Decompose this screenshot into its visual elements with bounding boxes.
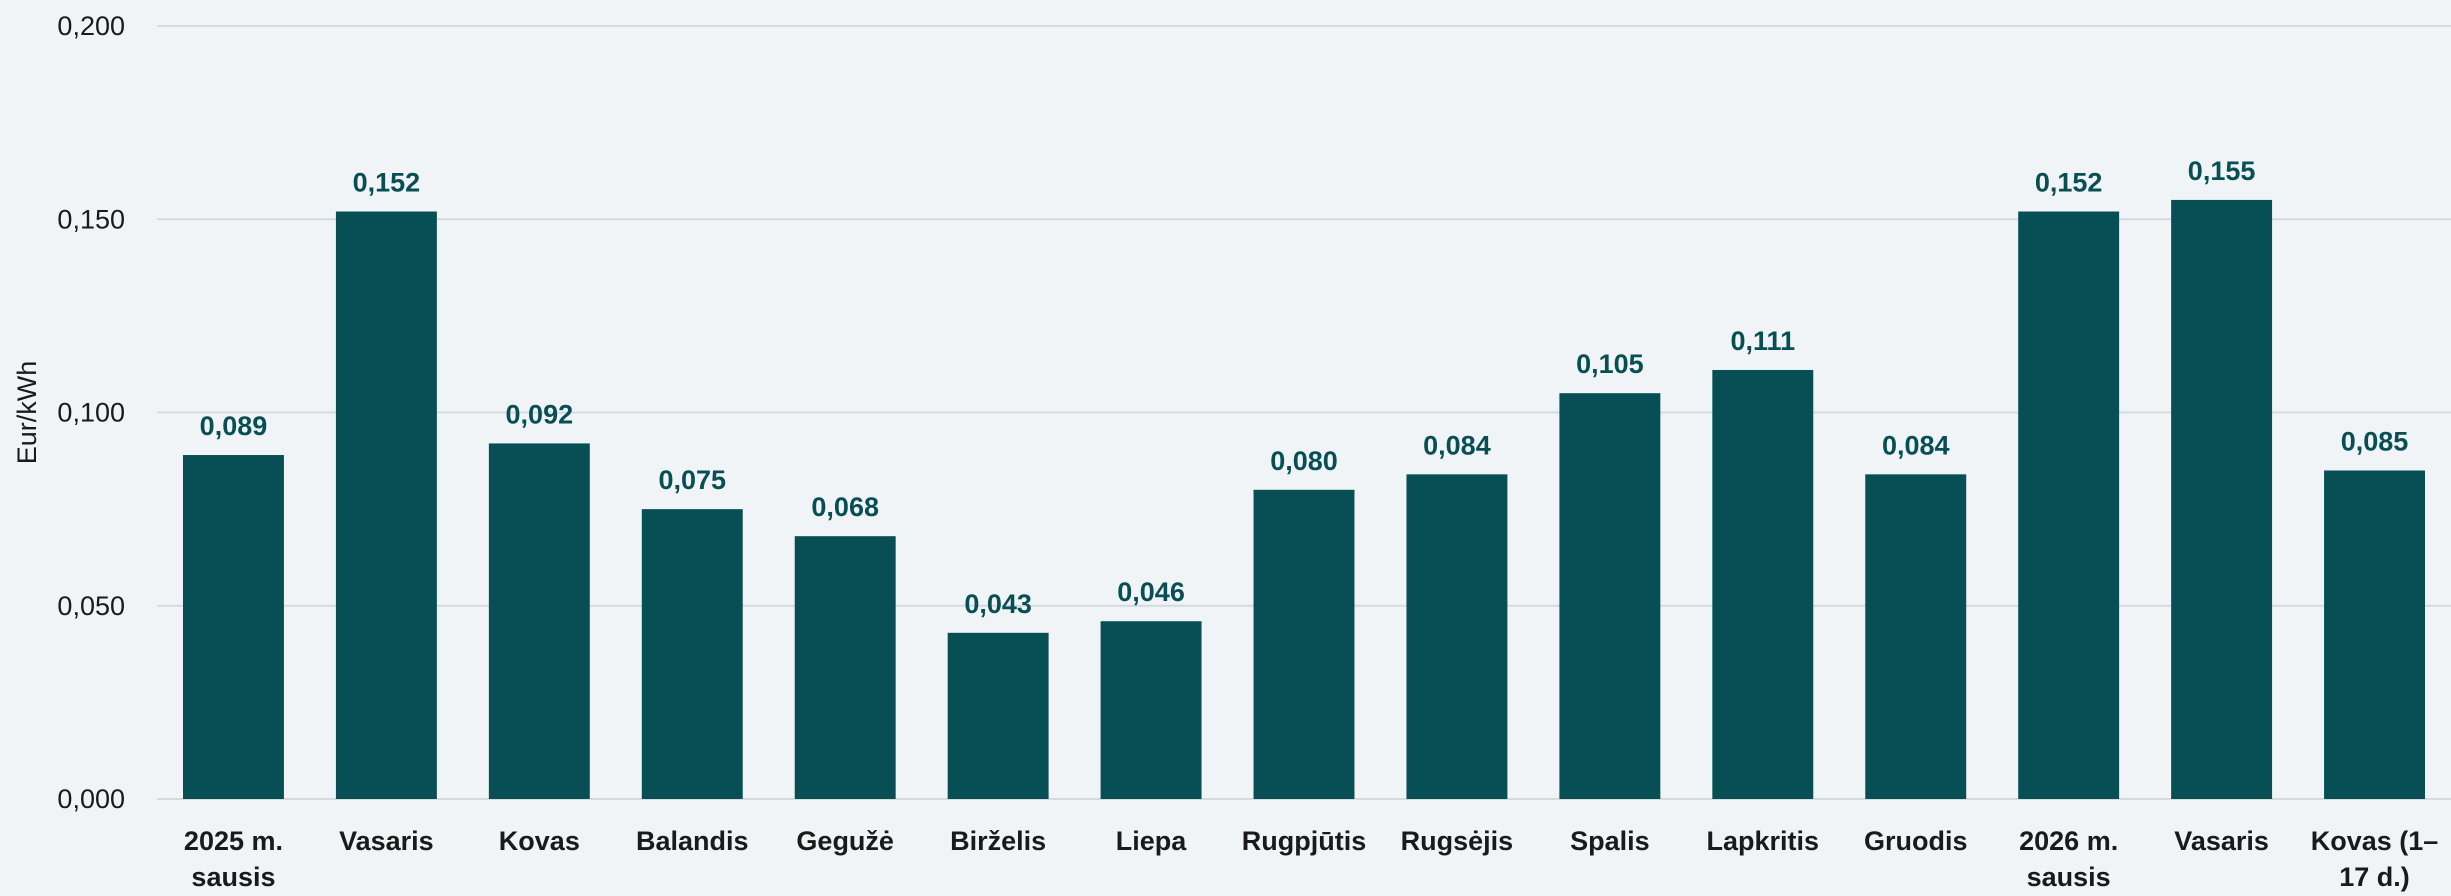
x-tick-label: Birželis [950, 826, 1046, 856]
data-label: 0,084 [1423, 430, 1491, 460]
bar [182, 455, 284, 799]
x-tick-label: Vasaris [2174, 826, 2269, 856]
bar [335, 211, 437, 799]
x-tick-label: Balandis [636, 826, 749, 856]
bar [2171, 199, 2273, 800]
bar [1253, 489, 1355, 799]
x-axis-categories: 2025 m. sausis Vasaris Kovas Balandis Gegužė B… [184, 826, 2438, 892]
x-tick-label: Vasaris [339, 826, 434, 856]
data-label: 0,155 [2188, 156, 2256, 186]
x-tick-label: Rugpjūtis [1242, 826, 1366, 856]
x-tick-label: Kovas [499, 826, 580, 856]
y-tick-label: 0,100 [57, 398, 125, 428]
data-label: 0,111 [1731, 326, 1796, 356]
bar [1406, 474, 1508, 799]
bar [794, 536, 896, 799]
data-label: 0,089 [200, 411, 268, 441]
x-tick-label: Kovas (1– [2311, 826, 2439, 856]
data-label: 0,043 [964, 589, 1032, 619]
data-label: 0,152 [353, 168, 421, 198]
y-axis-title: Eur/kWh [12, 361, 42, 465]
x-tick-label: Liepa [1116, 826, 1188, 856]
data-label: 0,080 [1270, 446, 1338, 476]
bar [641, 509, 743, 799]
y-tick-label: 0,200 [57, 11, 125, 41]
bar [947, 632, 1049, 799]
data-label: 0,068 [811, 492, 879, 522]
x-tick-label: Gruodis [1864, 826, 1968, 856]
data-label: 0,046 [1117, 577, 1185, 607]
data-label: 0,092 [506, 399, 574, 429]
x-tick-label: Lapkritis [1707, 826, 1820, 856]
y-tick-label: 0,000 [57, 784, 125, 814]
x-tick-label: sausis [2027, 862, 2111, 892]
bars [182, 199, 2426, 800]
bar [2018, 211, 2120, 799]
y-tick-label: 0,050 [57, 591, 125, 621]
data-label: 0,105 [1576, 349, 1644, 379]
x-tick-label: 17 d.) [2339, 862, 2410, 892]
bar [1712, 369, 1814, 799]
data-label: 0,084 [1882, 430, 1950, 460]
x-tick-label: 2026 m. [2019, 826, 2118, 856]
data-labels: 0,089 0,152 0,092 0,075 0,068 0,043 0,046 0,080… [200, 156, 2409, 619]
x-tick-label: Gegužė [796, 826, 894, 856]
bar [1100, 621, 1202, 799]
data-label: 0,075 [658, 465, 726, 495]
x-tick-label: Rugsėjis [1401, 826, 1514, 856]
bar [2324, 470, 2426, 799]
bar [1559, 393, 1661, 799]
bar [1865, 474, 1967, 799]
y-tick-label: 0,150 [57, 204, 125, 234]
data-label: 0,085 [2341, 426, 2409, 456]
bar [488, 443, 590, 799]
x-tick-label: 2025 m. [184, 826, 283, 856]
x-tick-label: Spalis [1570, 826, 1650, 856]
data-label: 0,152 [2035, 168, 2103, 198]
x-tick-label: sausis [191, 862, 275, 892]
y-axis-ticks: 0,000 0,050 0,100 0,150 0,200 [57, 11, 125, 814]
